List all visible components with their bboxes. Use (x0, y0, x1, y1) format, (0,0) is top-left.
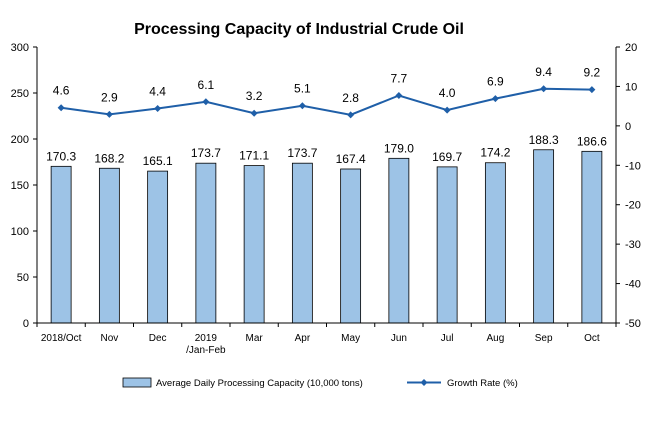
growth-rate-data-label: 9.4 (535, 65, 552, 79)
growth-rate-point (443, 106, 451, 114)
growth-rate-point (395, 91, 403, 99)
y-left-tick-label: 150 (11, 180, 29, 192)
growth-rate-point (540, 85, 548, 93)
y-right-tick-label: -30 (625, 239, 641, 251)
growth-rate-data-label: 4.0 (439, 86, 456, 100)
growth-rate-line (60, 87, 592, 116)
growth-rate-point (491, 95, 499, 103)
growth-rate-point (154, 105, 162, 113)
legend-line-label: Growth Rate (%) (447, 378, 518, 389)
growth-rate-data-label: 6.9 (487, 75, 504, 89)
x-tick-label: Sep (535, 333, 553, 344)
bar (98, 167, 120, 324)
bar-data-label: 179.0 (384, 141, 414, 155)
bar-data-label: 167.4 (336, 152, 366, 166)
growth-rate-point (347, 111, 355, 119)
growth-rate-data-label: 6.1 (198, 78, 215, 92)
bar-data-label: 173.7 (287, 146, 317, 160)
x-tick-label: 2018/Oct (41, 333, 82, 344)
bar (581, 150, 603, 324)
y-left-tick-label: 250 (11, 88, 29, 100)
x-tick-label: May (341, 333, 360, 344)
growth-rate-data-label: 5.1 (294, 82, 311, 96)
y-left-tick-label: 200 (11, 134, 29, 146)
bar (340, 168, 362, 324)
legend: Average Daily Processing Capacity (10,00… (122, 377, 518, 389)
y-right-tick-label: -20 (625, 200, 641, 212)
bar (533, 149, 555, 324)
y-right-tick-label: 0 (625, 121, 631, 133)
x-tick-label: Mar (246, 333, 264, 344)
bar (388, 157, 410, 324)
bar-data-label: 168.2 (94, 151, 124, 165)
x-tick-label: Aug (486, 333, 504, 344)
growth-rate-data-label: 3.2 (246, 89, 263, 103)
growth-rate-point (588, 86, 596, 94)
legend-bar-label: Average Daily Processing Capacity (10,00… (156, 378, 363, 389)
bar-data-label: 186.6 (577, 134, 607, 148)
bar-data-label: 174.2 (480, 146, 510, 160)
chart-title: Processing Capacity of Industrial Crude … (134, 21, 464, 38)
bar-data-label: 169.7 (432, 150, 462, 164)
x-tick-label: Oct (584, 333, 600, 344)
y-right-tick-label: -50 (625, 318, 641, 330)
plot-area: 0 50 100 150 200 250 300 -50 -40 -30 -20 -10 0 10 20 20… (11, 42, 641, 356)
y-left-tick-label: 100 (11, 226, 29, 238)
growth-rate-point (298, 102, 306, 110)
growth-rate-point (202, 98, 210, 106)
growth-rate-data-label: 9.2 (584, 66, 601, 80)
y-right-tick-label: -10 (625, 160, 641, 172)
y-left-tick-label: 50 (17, 272, 29, 284)
x-tick-label: Jun (391, 333, 407, 344)
y-left-tick-label: 0 (23, 318, 29, 330)
bar (243, 165, 265, 324)
growth-rate-point (250, 109, 258, 117)
bar (484, 162, 506, 324)
y-right-tick-label: 10 (625, 81, 637, 93)
growth-rate-data-label: 2.8 (342, 91, 359, 105)
bar-data-label: 188.3 (529, 133, 559, 147)
growth-rate-data-label: 2.9 (101, 90, 118, 104)
x-tick-label: /Jan-Feb (186, 345, 226, 356)
x-tick-label: Nov (100, 333, 118, 344)
legend-line-marker (420, 379, 428, 386)
bar-data-label: 165.1 (143, 154, 173, 168)
y-right-tick-label: 20 (625, 42, 637, 54)
bar (436, 166, 458, 324)
growth-rate-data-label: 4.4 (149, 85, 166, 99)
x-tick-label: Jul (441, 333, 454, 344)
y-right-tick-label: -40 (625, 279, 641, 291)
legend-bar-swatch (122, 377, 152, 388)
growth-rate-data-label: 4.6 (53, 84, 70, 98)
bar (147, 170, 169, 324)
bar (195, 162, 217, 324)
x-tick-label: 2019 (195, 333, 218, 344)
growth-rate-data-label: 7.7 (391, 71, 408, 85)
bar-data-label: 170.3 (46, 149, 76, 163)
y-left-tick-label: 300 (11, 42, 29, 54)
bar-data-label: 173.7 (191, 146, 221, 160)
bar (291, 162, 313, 324)
growth-rate-point (105, 110, 113, 118)
x-tick-label: Apr (295, 333, 311, 344)
growth-rate-point (57, 104, 65, 112)
bar (50, 165, 72, 324)
x-tick-label: Dec (149, 333, 167, 344)
bar-data-label: 171.1 (239, 149, 269, 163)
